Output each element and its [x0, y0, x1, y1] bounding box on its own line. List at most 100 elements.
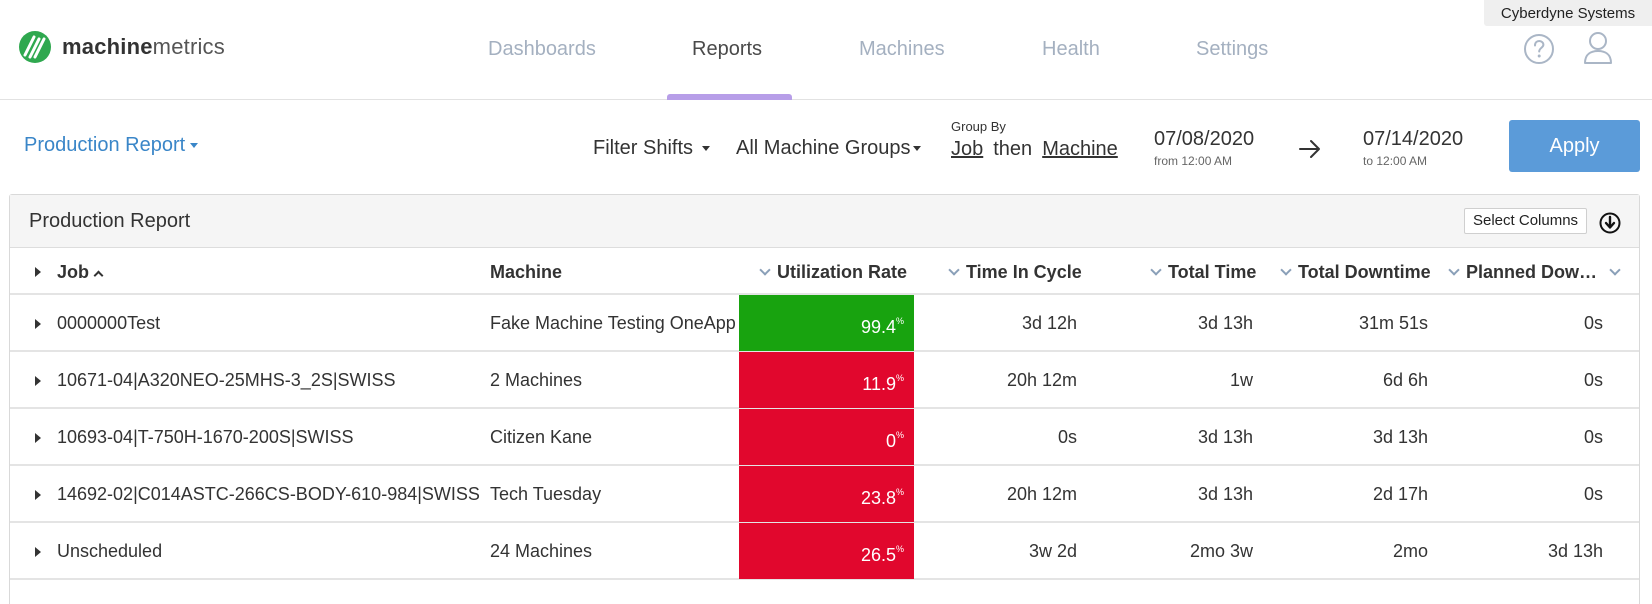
table-row[interactable]: 0000000Test Fake Machine Testing OneApp …: [10, 295, 1639, 352]
cell-total-downtime: 2mo: [1392, 541, 1428, 561]
column-header-total-downtime[interactable]: Total Downtime: [1280, 262, 1431, 283]
date-to-value: 07/14/2020: [1363, 128, 1464, 150]
brand-logo[interactable]: machinemetrics: [18, 30, 225, 64]
expand-row-icon[interactable]: [35, 319, 41, 329]
cell-planned-downtime: 0s: [1583, 370, 1603, 390]
percent-suffix: %: [895, 544, 904, 554]
nav-dashboards[interactable]: Dashboards: [488, 38, 596, 60]
arrow-right-icon: [1299, 140, 1320, 158]
cell-machine: Citizen Kane: [490, 427, 593, 447]
active-tab-indicator: [667, 94, 792, 100]
column-header-planned-downtime[interactable]: Planned Dow…: [1448, 262, 1621, 283]
group-by-connector: then: [993, 138, 1033, 160]
cell-total-downtime: 6d 6h: [1382, 370, 1428, 390]
cell-machine: Tech Tuesday: [490, 484, 602, 504]
nav-reports[interactable]: Reports: [692, 38, 763, 60]
chevron-down-icon: [702, 146, 711, 152]
cell-utilization-rate: 0%: [739, 409, 914, 465]
apply-button[interactable]: Apply: [1509, 120, 1640, 172]
cell-total-time: 3d 13h: [1197, 484, 1253, 504]
group-by-selector: Job then Machine: [951, 138, 1118, 161]
select-columns-button[interactable]: Select Columns: [1464, 208, 1588, 234]
cell-total-time: 3d 13h: [1197, 427, 1253, 447]
chevron-down-icon: [1280, 264, 1292, 276]
group-by-secondary[interactable]: Machine: [1042, 138, 1118, 160]
cell-job: Unscheduled: [57, 541, 163, 561]
table-row[interactable]: 10671-04|A320NEO-25MHS-3_2S|SWISS 2 Mach…: [10, 352, 1639, 409]
group-by-primary[interactable]: Job: [951, 138, 984, 160]
date-from-value: 07/08/2020: [1154, 128, 1255, 150]
table-row[interactable]: Unscheduled 24 Machines 26.5% 3w 2d 2mo …: [10, 523, 1639, 580]
column-header-total-time[interactable]: Total Time: [1150, 262, 1256, 283]
column-header-job[interactable]: Job: [57, 262, 104, 283]
percent-suffix: %: [895, 487, 904, 497]
cell-time-in-cycle: 3w 2d: [1028, 541, 1077, 561]
percent-suffix: %: [895, 316, 904, 326]
cell-total-time: 2mo 3w: [1189, 541, 1253, 561]
percent-suffix: %: [895, 430, 904, 440]
cell-planned-downtime: 3d 13h: [1547, 541, 1603, 561]
top-nav: Cyberdyne Systems machinemetrics Dashboa…: [0, 0, 1652, 100]
cell-total-downtime: 3d 13h: [1372, 427, 1428, 447]
expand-all-icon[interactable]: [35, 267, 41, 277]
expand-row-icon[interactable]: [35, 547, 41, 557]
cell-planned-downtime: 0s: [1583, 484, 1603, 504]
org-name[interactable]: Cyberdyne Systems: [1484, 0, 1652, 26]
column-header-machine[interactable]: Machine: [490, 262, 563, 282]
cell-planned-downtime: 0s: [1583, 427, 1603, 447]
cell-total-time: 1w: [1229, 370, 1253, 390]
cell-time-in-cycle: 20h 12m: [1006, 370, 1077, 390]
date-to-picker[interactable]: 07/14/2020 to 12:00 AM: [1363, 128, 1463, 168]
cell-job: 10693-04|T-750H-1670-200S|SWISS: [57, 427, 354, 447]
table-header: Job Machine Utilization Rate Time In Cyc…: [10, 248, 1639, 295]
chevron-down-icon: [1150, 264, 1162, 276]
cell-utilization-rate: 26.5%: [739, 523, 914, 579]
date-from-picker[interactable]: 07/08/2020 from 12:00 AM: [1154, 128, 1254, 168]
cell-time-in-cycle: 3d 12h: [1021, 313, 1077, 333]
cell-total-downtime: 2d 17h: [1372, 484, 1428, 504]
chevron-down-icon: [1609, 264, 1621, 276]
nav-machines[interactable]: Machines: [859, 38, 945, 60]
chevron-down-icon: [948, 264, 960, 276]
cell-utilization-rate: 23.8%: [739, 466, 914, 522]
table-body: 0000000Test Fake Machine Testing OneApp …: [10, 295, 1639, 580]
group-by-label: Group By: [951, 119, 1006, 134]
help-icon[interactable]: [1523, 33, 1555, 65]
user-profile-icon[interactable]: [1583, 31, 1613, 65]
column-header-time-in-cycle[interactable]: Time In Cycle: [948, 262, 1082, 283]
cell-time-in-cycle: 20h 12m: [1006, 484, 1077, 504]
cell-time-in-cycle: 0s: [1057, 427, 1077, 447]
cell-machine: 24 Machines: [490, 541, 593, 561]
table-row[interactable]: 14692-02|C014ASTC-266CS-BODY-610-984|SWI…: [10, 466, 1639, 523]
brand-name: machinemetrics: [62, 34, 225, 59]
panel-header: Production Report Select Columns: [10, 195, 1639, 248]
date-from-time: from 12:00 AM: [1154, 154, 1233, 168]
machine-groups-dropdown[interactable]: All Machine Groups: [736, 137, 921, 160]
cell-planned-downtime: 0s: [1583, 313, 1603, 333]
cell-machine: Fake Machine Testing OneApp: [490, 313, 736, 333]
cell-job: 14692-02|C014ASTC-266CS-BODY-610-984|SWI…: [57, 484, 480, 504]
nav-health[interactable]: Health: [1042, 38, 1100, 60]
chevron-down-icon: [912, 146, 921, 152]
download-icon[interactable]: [1599, 212, 1621, 234]
machinemetrics-logo-icon: [19, 31, 51, 63]
expand-row-icon[interactable]: [35, 433, 41, 443]
percent-suffix: %: [895, 373, 904, 383]
cell-utilization-rate: 11.9%: [739, 352, 914, 408]
production-report-panel: Production Report Select Columns Job Mac…: [9, 194, 1640, 604]
column-header-utilization-rate[interactable]: Utilization Rate: [759, 262, 907, 283]
date-to-time: to 12:00 AM: [1363, 154, 1428, 168]
chevron-down-icon: [1448, 264, 1460, 276]
chevron-down-icon: [190, 143, 199, 149]
nav-settings[interactable]: Settings: [1196, 38, 1269, 60]
cell-utilization-rate: 99.4%: [739, 295, 914, 351]
cell-job: 0000000Test: [57, 313, 161, 333]
sort-ascending-icon: [93, 270, 104, 281]
report-type-dropdown[interactable]: Production Report: [24, 134, 199, 157]
cell-total-downtime: 31m 51s: [1358, 313, 1428, 333]
expand-row-icon[interactable]: [35, 376, 41, 386]
cell-total-time: 3d 13h: [1197, 313, 1253, 333]
table-row[interactable]: 10693-04|T-750H-1670-200S|SWISS Citizen …: [10, 409, 1639, 466]
filter-shifts-dropdown[interactable]: Filter Shifts: [593, 137, 711, 160]
expand-row-icon[interactable]: [35, 490, 41, 500]
